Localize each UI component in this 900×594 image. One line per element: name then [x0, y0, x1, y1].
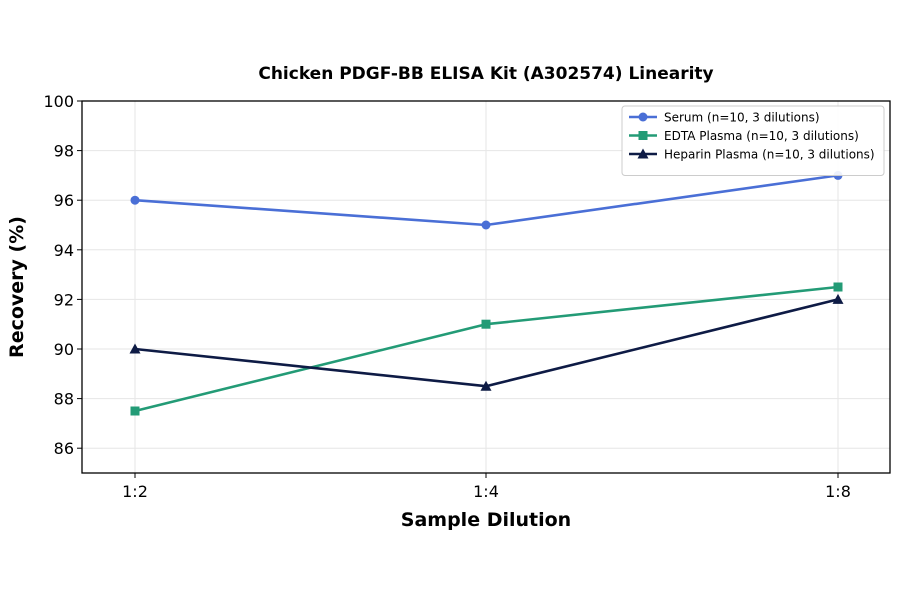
legend-marker: [638, 112, 648, 122]
legend-label: Serum (n=10, 3 dilutions): [664, 111, 820, 125]
data-point: [481, 319, 491, 329]
legend-item: Heparin Plasma (n=10, 3 dilutions): [629, 148, 875, 162]
x-axis-label: Sample Dilution: [401, 509, 571, 531]
legend-label: EDTA Plasma (n=10, 3 dilutions): [664, 129, 859, 143]
data-point: [480, 380, 492, 391]
data-series: [129, 170, 844, 416]
y-tick-label: 86: [54, 439, 74, 458]
data-point: [130, 406, 140, 416]
x-tick-label: 1:2: [122, 482, 148, 501]
y-axis-label: Recovery (%): [6, 216, 28, 358]
y-tick-label: 90: [54, 340, 74, 359]
legend-marker: [637, 148, 649, 159]
data-point: [833, 282, 843, 292]
data-point: [130, 195, 140, 205]
x-tick-label: 1:8: [825, 482, 851, 501]
series-3: [129, 293, 844, 391]
y-tick-label: 98: [54, 142, 74, 161]
y-tick-label: 94: [54, 241, 74, 260]
chart-title: Chicken PDGF-BB ELISA Kit (A302574) Line…: [258, 64, 713, 84]
x-tick-label: 1:4: [473, 482, 499, 501]
axis-ticks: 86 88 90 92 94 96 98 100 1:2 1:4 1:8: [43, 92, 850, 501]
y-tick-label: 88: [54, 390, 74, 409]
legend: Serum (n=10, 3 dilutions) EDTA Plasma (n=…: [621, 105, 885, 176]
legend-label: Heparin Plasma (n=10, 3 dilutions): [664, 148, 875, 162]
y-tick-label: 100: [43, 92, 74, 111]
y-tick-label: 92: [54, 290, 74, 309]
y-tick-label: 96: [54, 191, 74, 210]
legend-item: EDTA Plasma (n=10, 3 dilutions): [629, 129, 859, 143]
data-point: [481, 220, 491, 230]
data-point: [129, 343, 141, 354]
legend-item: Serum (n=10, 3 dilutions): [629, 111, 820, 125]
data-point: [832, 293, 844, 304]
series-2: [130, 282, 843, 416]
legend-marker: [638, 131, 648, 140]
legend-box: [621, 105, 885, 176]
series-1: [130, 170, 843, 230]
